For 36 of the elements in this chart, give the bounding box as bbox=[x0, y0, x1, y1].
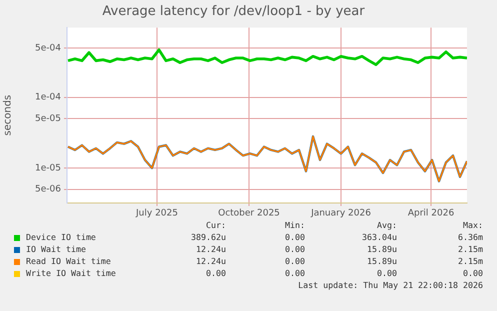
text: 0.00 bbox=[463, 268, 483, 278]
text: 15.89u bbox=[367, 256, 397, 266]
chart-title: Average latency for /dev/loop1 - by year bbox=[102, 4, 366, 20]
text: 363.04u bbox=[362, 232, 397, 242]
text: Last update: Thu May 21 22:00:18 2026 bbox=[298, 280, 483, 290]
text: 12.24u bbox=[196, 256, 226, 266]
x-tick-label: April 2026 bbox=[408, 208, 454, 219]
text: 0.00 bbox=[285, 268, 305, 278]
text: 0.00 bbox=[206, 268, 226, 278]
y-tick-label: 1e-04 bbox=[35, 92, 62, 103]
legend-label: Read IO Wait time bbox=[26, 256, 111, 266]
text: 2.15m bbox=[458, 256, 483, 266]
legend-label: Device IO time bbox=[26, 232, 96, 242]
text: Min: bbox=[285, 220, 305, 230]
text: Cur: bbox=[206, 220, 226, 230]
y-tick-label: 1e-05 bbox=[35, 163, 61, 174]
text: Avg: bbox=[377, 220, 397, 230]
text: 0.00 bbox=[285, 256, 305, 266]
y-tick-label: 5e-05 bbox=[35, 114, 61, 124]
x-tick-label: October 2025 bbox=[218, 208, 280, 219]
text: 0.00 bbox=[377, 268, 397, 278]
text: 0.00 bbox=[285, 244, 305, 254]
text: 389.62u bbox=[191, 232, 226, 242]
x-tick-label: July 2025 bbox=[135, 208, 178, 219]
x-tick-label: January 2026 bbox=[310, 208, 372, 219]
text: Max: bbox=[463, 220, 483, 230]
text: 2.15m bbox=[458, 244, 483, 254]
y-tick-label: 5e-06 bbox=[35, 184, 62, 195]
y-tick-label: 5e-04 bbox=[35, 43, 62, 54]
text: 0.00 bbox=[285, 232, 305, 242]
legend-label: Write IO Wait time bbox=[26, 268, 116, 278]
text: 12.24u bbox=[196, 244, 226, 254]
text: 15.89u bbox=[367, 244, 397, 254]
legend-label: IO Wait time bbox=[26, 244, 86, 254]
y-axis-title: seconds bbox=[2, 94, 14, 136]
text: 6.36m bbox=[458, 232, 483, 242]
